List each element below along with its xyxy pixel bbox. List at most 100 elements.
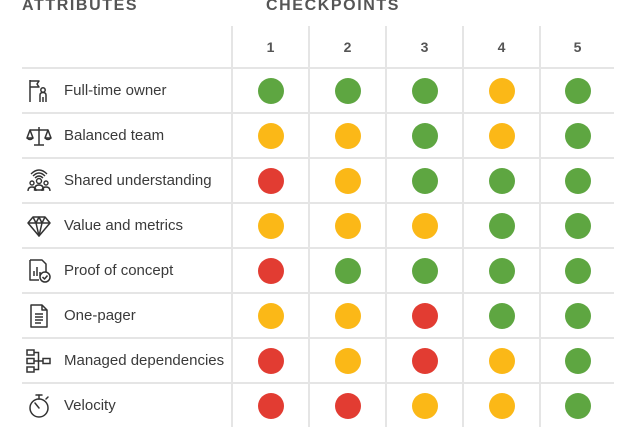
attribute-label: Proof of concept (64, 262, 174, 279)
status-dot-yellow (257, 302, 284, 329)
checkpoint-5-cell (539, 202, 614, 249)
attribute-label: Balanced team (64, 127, 165, 144)
status-dot-red (257, 167, 284, 194)
status-dot-yellow (488, 122, 515, 149)
checkpoint-3-header: 3 (385, 26, 464, 69)
checkpoint-1-cell (231, 112, 310, 159)
status-dot-red (257, 347, 284, 374)
status-dot-green (564, 257, 591, 284)
stopwatch-icon (26, 393, 52, 419)
status-dot-green (411, 122, 438, 149)
checkpoint-5-header: 5 (539, 26, 614, 69)
attributes-checkpoints-table: 1 2 3 4 5 Full-time owner Balanced team Sh… (22, 26, 614, 427)
checkpoint-1-cell (231, 202, 310, 249)
checkpoint-4-cell (462, 337, 541, 384)
status-dot-yellow (257, 122, 284, 149)
status-dot-yellow (334, 347, 361, 374)
attribute-cell: Balanced team (22, 112, 233, 159)
checkpoint-3-cell (385, 202, 464, 249)
checkpoint-3-cell (385, 292, 464, 339)
attribute-cell: Value and metrics (22, 202, 233, 249)
checkpoint-3-cell (385, 337, 464, 384)
attribute-cell: Full-time owner (22, 67, 233, 114)
status-dot-green (334, 77, 361, 104)
checkpoint-2-header: 2 (308, 26, 387, 69)
status-dot-green (564, 212, 591, 239)
attribute-row-managed-dependencies: Managed dependencies (22, 337, 614, 384)
checkpoint-5-cell (539, 337, 614, 384)
checkpoint-4-cell (462, 292, 541, 339)
checkpoint-4-cell (462, 382, 541, 427)
attribute-row-value-and-metrics: Value and metrics (22, 202, 614, 249)
attribute-label: Managed dependencies (64, 352, 225, 369)
checkpoint-4-cell (462, 157, 541, 204)
checkpoint-1-header: 1 (231, 26, 310, 69)
status-dot-green (411, 257, 438, 284)
diamond-icon (26, 213, 52, 239)
attribute-row-full-time-owner: Full-time owner (22, 67, 614, 114)
checkpoint-1-cell (231, 247, 310, 294)
status-dot-yellow (411, 212, 438, 239)
checkpoint-5-cell (539, 67, 614, 114)
attribute-row-velocity: Velocity (22, 382, 614, 427)
status-dot-green (488, 167, 515, 194)
attribute-cell: Managed dependencies (22, 337, 233, 384)
status-dot-green (488, 302, 515, 329)
checkpoint-2-cell (308, 337, 387, 384)
chart-check-icon (26, 258, 52, 284)
attribute-label: Shared understanding (64, 172, 212, 189)
status-dot-yellow (334, 167, 361, 194)
checkpoint-4-cell (462, 202, 541, 249)
status-dot-green (257, 77, 284, 104)
document-icon (26, 303, 52, 329)
checkpoint-4-cell (462, 247, 541, 294)
attribute-label: Value and metrics (64, 217, 183, 234)
status-dot-red (411, 347, 438, 374)
checkpoint-2-cell (308, 202, 387, 249)
checkpoint-5-cell (539, 112, 614, 159)
status-dot-green (488, 212, 515, 239)
status-dot-yellow (411, 392, 438, 419)
attribute-row-shared-understanding: Shared understanding (22, 157, 614, 204)
status-dot-yellow (334, 212, 361, 239)
attributes-header: ATTRIBUTES (22, 0, 139, 14)
attribute-row-one-pager: One-pager (22, 292, 614, 339)
checkpoint-1-cell (231, 157, 310, 204)
group-icon (26, 168, 52, 194)
status-dot-green (564, 122, 591, 149)
checkpoint-3-cell (385, 382, 464, 427)
scale-icon (26, 123, 52, 149)
checkpoint-2-cell (308, 247, 387, 294)
attribute-cell: One-pager (22, 292, 233, 339)
checkpoint-1-cell (231, 337, 310, 384)
dependencies-icon (26, 348, 52, 374)
status-dot-green (411, 77, 438, 104)
checkpoint-3-cell (385, 247, 464, 294)
checkpoint-2-cell (308, 112, 387, 159)
attribute-row-balanced-team: Balanced team (22, 112, 614, 159)
checkpoint-3-cell (385, 157, 464, 204)
checkpoint-5-cell (539, 292, 614, 339)
empty-header-cell (22, 26, 233, 69)
checkpoints-header: CHECKPOINTS (266, 0, 401, 14)
status-dot-green (564, 347, 591, 374)
checkpoint-2-cell (308, 157, 387, 204)
status-dot-yellow (334, 302, 361, 329)
status-dot-red (334, 392, 361, 419)
checkpoint-3-cell (385, 67, 464, 114)
checkpoint-4-cell (462, 112, 541, 159)
checkpoint-1-cell (231, 292, 310, 339)
attribute-cell: Shared understanding (22, 157, 233, 204)
status-dot-green (411, 167, 438, 194)
checkpoint-5-cell (539, 382, 614, 427)
column-header-row: 1 2 3 4 5 (22, 26, 614, 69)
checkpoint-5-cell (539, 247, 614, 294)
checkpoint-1-cell (231, 67, 310, 114)
status-dot-yellow (334, 122, 361, 149)
attribute-row-proof-of-concept: Proof of concept (22, 247, 614, 294)
attribute-label: One-pager (64, 307, 136, 324)
status-dot-red (257, 392, 284, 419)
flag-person-icon (26, 78, 52, 104)
status-dot-green (564, 77, 591, 104)
status-dot-yellow (488, 77, 515, 104)
